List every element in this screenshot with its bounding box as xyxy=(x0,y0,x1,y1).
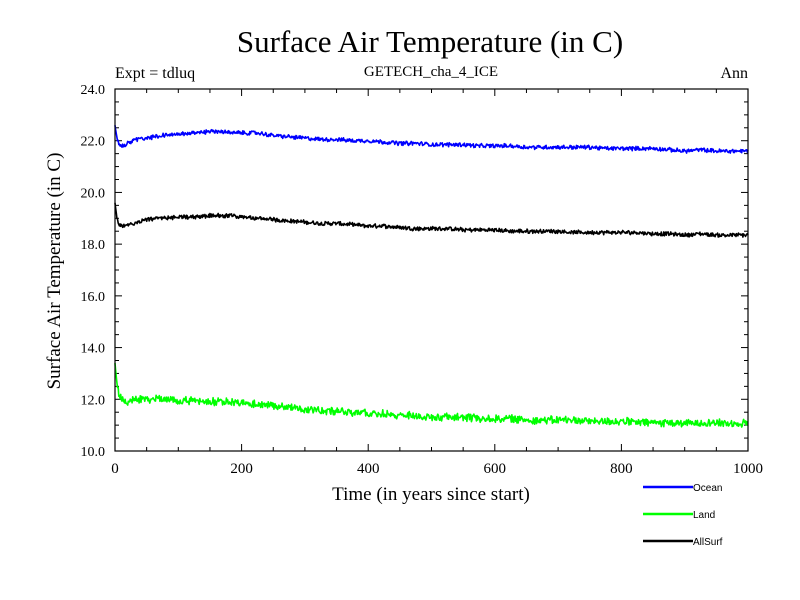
plot-frame xyxy=(114,88,749,452)
plot-area xyxy=(114,125,749,428)
y-tick-label: 18.0 xyxy=(81,238,106,253)
x-tick-label: 0 xyxy=(111,461,119,477)
y-tick-label: 24.0 xyxy=(81,83,106,98)
experiment-label: Expt = tdluq xyxy=(115,65,195,82)
y-tick-label: 22.0 xyxy=(81,135,106,150)
legend: Ocean Land AllSurf xyxy=(643,483,723,548)
x-tick-label: 1000 xyxy=(733,461,763,477)
legend-label-allsurf: AllSurf xyxy=(693,537,723,548)
y-tick-label: 10.0 xyxy=(81,445,106,460)
axes: 0 200 400 600 800 1000 10.0 12.0 14.0 16.0 18.0 20.… xyxy=(81,83,764,477)
series-line-ocean xyxy=(114,125,749,154)
legend-label-ocean: Ocean xyxy=(693,483,722,494)
x-tick-label: 200 xyxy=(230,461,253,477)
x-tick-label: 800 xyxy=(610,461,633,477)
x-tick-label: 400 xyxy=(357,461,380,477)
y-axis-label: Surface Air Temperature (in C) xyxy=(44,153,65,390)
x-axis-label: Time (in years since start) xyxy=(332,484,530,505)
chart-title: Surface Air Temperature (in C) xyxy=(237,24,623,59)
y-tick-label: 14.0 xyxy=(81,342,106,357)
x-tick-label: 600 xyxy=(484,461,507,477)
legend-label-land: Land xyxy=(693,510,715,521)
y-tick-label: 16.0 xyxy=(81,290,106,305)
series-line-land xyxy=(114,363,749,428)
y-tick-label: 20.0 xyxy=(81,186,106,201)
chart-subtitle: GETECH_cha_4_ICE xyxy=(364,64,498,80)
y-tick-label: 12.0 xyxy=(81,393,106,408)
period-label: Ann xyxy=(720,65,748,82)
series-line-allsurf xyxy=(114,202,749,238)
